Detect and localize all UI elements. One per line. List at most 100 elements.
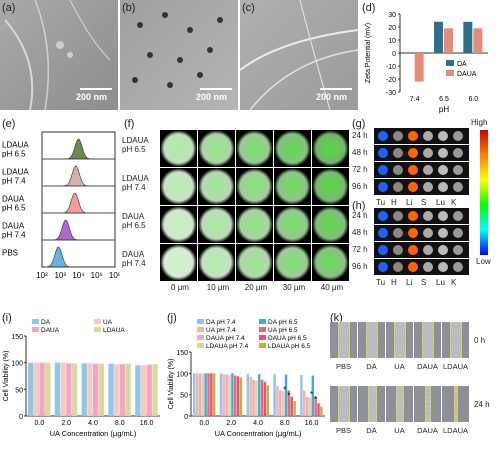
organ-blob (393, 211, 403, 221)
organ-blob (408, 245, 418, 255)
x-tick-label: 7.4 (410, 96, 420, 103)
bar (210, 373, 213, 416)
organ-blob (423, 211, 433, 221)
legend-label: UA pH 6.5 (268, 327, 298, 334)
bar (198, 373, 202, 416)
bar (263, 381, 267, 416)
legend-label: DAUA (457, 71, 477, 78)
x-axis-label: UA Concentration (μg/mL) (50, 429, 137, 438)
organ-blob (423, 131, 433, 141)
y-axis-label: Cell Viability (%) (168, 359, 175, 410)
organ-blob (408, 262, 418, 272)
color-scale (480, 130, 488, 255)
wound-image (386, 386, 413, 422)
organ-blob (438, 262, 448, 272)
depth-label: 30 μm (282, 283, 306, 292)
confocal-image (236, 168, 273, 205)
legend-swatch (94, 327, 101, 332)
bar (60, 362, 66, 416)
legend-swatch (446, 60, 454, 66)
row-label: pH 6.5 (2, 204, 26, 213)
organ-blob (393, 262, 403, 272)
significance-mark: * (287, 392, 290, 401)
bar (152, 364, 158, 416)
panel-h: (h) 24 h 48 h 72 h 96 h Tu H Li S Lu K (352, 200, 500, 292)
legend-swatch (259, 319, 266, 324)
bar (108, 363, 114, 416)
x-tick-label: 16.0 (140, 420, 154, 427)
confocal-row-label: DAUA pH 6.5 (122, 212, 146, 230)
wound-image (386, 322, 413, 358)
organ-blob (408, 211, 418, 221)
viability-chart-j: 0 50 100 150 0.0 2.0 4.0 8.0 16.0UA Concentratio… (168, 319, 325, 438)
x-tick-label: 10⁵ (91, 271, 103, 280)
tem-image-a (0, 0, 118, 110)
y-tick-label: 100 (176, 371, 188, 378)
wound-image (330, 322, 357, 358)
panel-b-label: (b) (122, 2, 136, 14)
time-label: 72 h (352, 165, 368, 174)
y-tick-label: 0 (19, 414, 23, 421)
bar (212, 373, 216, 416)
organ-label: S (421, 198, 427, 207)
depth-label: 40 μm (320, 283, 344, 292)
bar (317, 403, 320, 416)
organ-blob (378, 148, 388, 158)
wound-group-label: UA (394, 362, 405, 371)
panel-a: (a) 200 nm (0, 0, 118, 110)
tem-particles-b (132, 12, 223, 88)
bar (231, 373, 234, 416)
organ-label: K (451, 198, 457, 207)
row-label: LDAUA (2, 141, 29, 150)
organ-blob (378, 182, 388, 192)
organ-blob (453, 262, 463, 272)
legend-swatch (446, 70, 454, 76)
bar (146, 364, 152, 416)
y-axis-label: Zeta Potential (mV) (365, 23, 372, 83)
bar-daua (444, 28, 453, 53)
y-tick-label: -30 (386, 90, 396, 97)
organ-blob (423, 165, 433, 175)
wound-group-label: UA (394, 426, 405, 435)
plot-frame (41, 131, 116, 268)
organ-label: S (421, 278, 427, 287)
confocal-image (274, 244, 311, 281)
row-label: PBS (2, 249, 18, 258)
x-tick-label: 2.0 (226, 420, 236, 427)
organ-blob (453, 245, 463, 255)
bar-daua (473, 28, 483, 53)
organ-blob (393, 148, 403, 158)
x-tick-label: 4.0 (253, 420, 263, 427)
organ-label: Lu (436, 198, 445, 207)
y-tick-label: 150 (176, 350, 188, 357)
panel-k-label: (k) (330, 312, 343, 324)
legend-label: DA pH 7.4 (206, 319, 236, 326)
panel-j-label: (j) (167, 312, 177, 324)
confocal-image (160, 244, 197, 281)
bar (207, 373, 210, 416)
bar (252, 379, 255, 416)
confocal-image (312, 244, 349, 281)
organ-blob (408, 182, 418, 192)
row-label: DAUA (2, 222, 25, 231)
organ-blob (438, 148, 448, 158)
row-label: pH 7.4 (2, 177, 26, 186)
confocal-image (160, 168, 197, 205)
wound-group-label: DAUA (417, 426, 438, 435)
tem-image-b (120, 0, 238, 110)
x-tick-label: 10⁴ (72, 271, 85, 280)
ivis-row (374, 162, 469, 178)
bar (54, 362, 61, 416)
y-tick-label: 100 (11, 361, 23, 368)
scale-text-c: 200 nm (316, 92, 348, 102)
bar (135, 365, 141, 416)
bar (28, 362, 34, 416)
viability-chart-i: 0 50 100 150 0.0 2.0 4.0 8.0 16.0UA Concentratio… (3, 319, 160, 438)
bar (290, 396, 293, 416)
wound-group-label: LDAUA (442, 362, 468, 371)
confocal-image (312, 206, 349, 243)
legend-swatch (259, 335, 266, 340)
organ-label: H (391, 198, 397, 207)
time-label: 48 h (352, 148, 368, 157)
organ-blob (378, 245, 388, 255)
